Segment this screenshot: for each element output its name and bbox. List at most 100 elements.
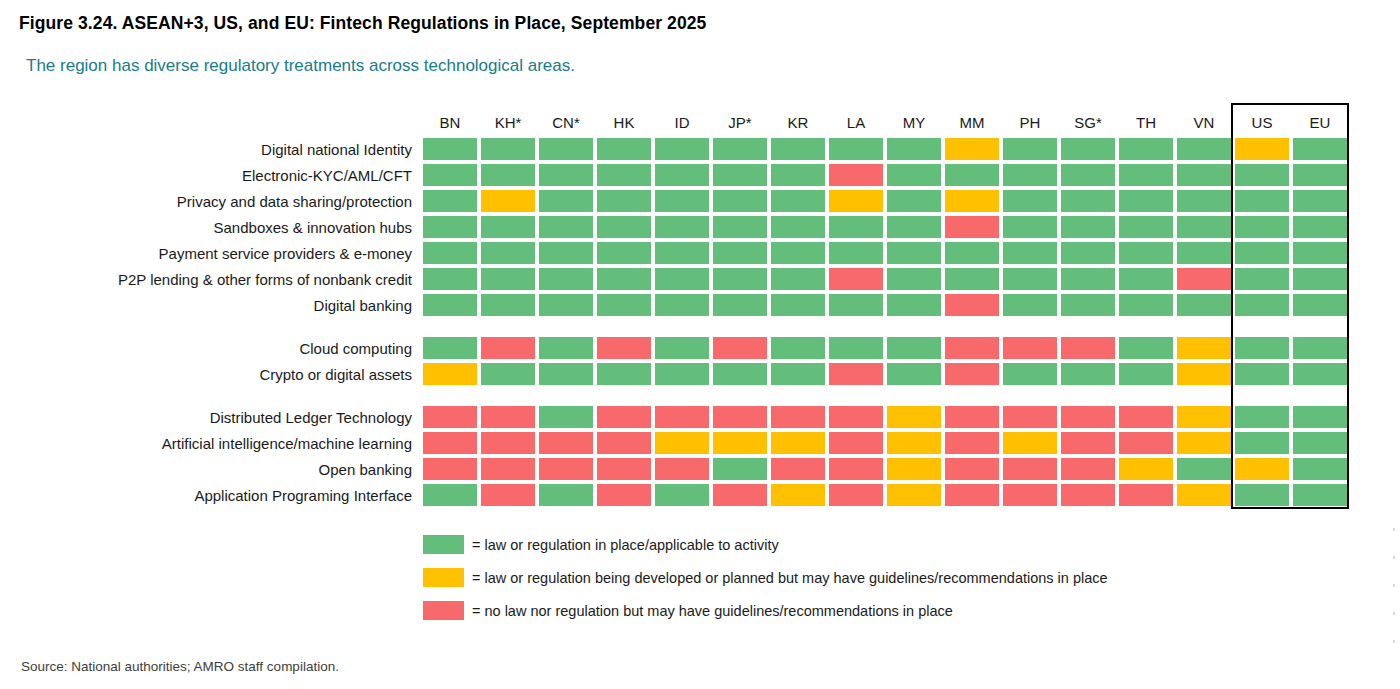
heatmap-cell xyxy=(1235,294,1289,316)
heatmap-cell xyxy=(771,406,825,428)
heatmap-cell xyxy=(1235,337,1289,359)
heatmap-cell xyxy=(829,242,883,264)
heatmap-cell xyxy=(829,363,883,385)
row-label: Application Programing Interface xyxy=(0,484,419,506)
heatmap-cell xyxy=(655,432,709,454)
legend-swatch xyxy=(423,535,464,554)
heatmap-cell xyxy=(597,190,651,212)
heatmap-cell xyxy=(829,164,883,186)
heatmap-cell xyxy=(1235,458,1289,480)
heatmap-cell xyxy=(1119,458,1173,480)
heatmap-cell xyxy=(1003,432,1057,454)
column-header: ID xyxy=(655,105,709,134)
heatmap-cell xyxy=(771,216,825,238)
heatmap-cell xyxy=(539,406,593,428)
heatmap-cell xyxy=(1293,138,1347,160)
heatmap-cell xyxy=(423,337,477,359)
heatmap-cell xyxy=(1293,458,1347,480)
heatmap-cell xyxy=(713,138,767,160)
heatmap-cell xyxy=(713,216,767,238)
heatmap-cell xyxy=(713,458,767,480)
heatmap-cell xyxy=(887,458,941,480)
row-label: Privacy and data sharing/protection xyxy=(0,190,419,212)
heatmap-cell xyxy=(1119,363,1173,385)
heatmap-cell xyxy=(945,138,999,160)
heatmap-cell xyxy=(713,363,767,385)
heatmap-cell xyxy=(887,406,941,428)
heatmap-cell xyxy=(597,242,651,264)
column-header: MY xyxy=(887,105,941,134)
heatmap-cell xyxy=(829,216,883,238)
heatmap-cell xyxy=(945,337,999,359)
heatmap-cell xyxy=(945,363,999,385)
heatmap-cell xyxy=(597,432,651,454)
heatmap-cell xyxy=(655,190,709,212)
heatmap-cell xyxy=(1235,216,1289,238)
heatmap-cell xyxy=(771,458,825,480)
heatmap-cell xyxy=(771,268,825,290)
heatmap-cell xyxy=(1119,406,1173,428)
heatmap-cell xyxy=(1003,216,1057,238)
heatmap-cell xyxy=(1061,458,1115,480)
header-corner xyxy=(0,105,419,131)
heatmap-cell xyxy=(1003,164,1057,186)
row-label: Payment service providers & e-money xyxy=(0,242,419,264)
heatmap-cell xyxy=(481,484,535,506)
heatmap-cell xyxy=(829,268,883,290)
heatmap-cell xyxy=(655,484,709,506)
heatmap-cell xyxy=(1235,242,1289,264)
heatmap-cell xyxy=(539,138,593,160)
heatmap-cell xyxy=(945,432,999,454)
heatmap-cell xyxy=(1177,216,1231,238)
heatmap-cell xyxy=(1235,190,1289,212)
column-header: KR xyxy=(771,105,825,134)
heatmap-cell xyxy=(1003,484,1057,506)
heatmap-cell xyxy=(887,268,941,290)
heatmap-cell xyxy=(1061,484,1115,506)
chart-legend: = law or regulation in place/applicable … xyxy=(423,535,1108,634)
heatmap-cell xyxy=(771,138,825,160)
heatmap-cell xyxy=(1293,432,1347,454)
heatmap-cell xyxy=(1061,138,1115,160)
heatmap-cell xyxy=(713,294,767,316)
column-header: KH* xyxy=(481,105,535,134)
heatmap-cell xyxy=(887,337,941,359)
row-label: Sandboxes & innovation hubs xyxy=(0,216,419,238)
heatmap-cell xyxy=(481,268,535,290)
heatmap-cell xyxy=(423,484,477,506)
heatmap-cell xyxy=(597,138,651,160)
heatmap-cell xyxy=(539,432,593,454)
heatmap-cell xyxy=(887,484,941,506)
heatmap-cell xyxy=(945,406,999,428)
heatmap-cell xyxy=(481,363,535,385)
heatmap-cell xyxy=(829,432,883,454)
heatmap-cell xyxy=(945,164,999,186)
heatmap-cell xyxy=(829,484,883,506)
heatmap-cell xyxy=(945,484,999,506)
heatmap-cell xyxy=(1061,432,1115,454)
heatmap-cell xyxy=(597,294,651,316)
row-label: Crypto or digital assets xyxy=(0,363,419,385)
row-group-spacer xyxy=(0,320,1347,333)
heatmap-cell xyxy=(1061,190,1115,212)
legend-label: = law or regulation in place/applicable … xyxy=(472,537,779,553)
legend-swatch xyxy=(423,568,464,587)
heatmap-cell xyxy=(1061,216,1115,238)
column-header: PH xyxy=(1003,105,1057,134)
heatmap-cell xyxy=(1119,216,1173,238)
heatmap-cell xyxy=(1177,458,1231,480)
column-header: US xyxy=(1235,105,1289,134)
heatmap-cell xyxy=(655,294,709,316)
heatmap-cell xyxy=(597,337,651,359)
heatmap-cell xyxy=(423,294,477,316)
heatmap-cell xyxy=(945,294,999,316)
heatmap-cell xyxy=(887,190,941,212)
heatmap-cell xyxy=(713,406,767,428)
column-header: TH xyxy=(1119,105,1173,134)
column-header: CN* xyxy=(539,105,593,134)
heatmap-cell xyxy=(481,406,535,428)
heatmap-cell xyxy=(1235,138,1289,160)
heatmap-cell xyxy=(1293,484,1347,506)
heatmap-cell xyxy=(597,268,651,290)
heatmap-cell xyxy=(829,190,883,212)
